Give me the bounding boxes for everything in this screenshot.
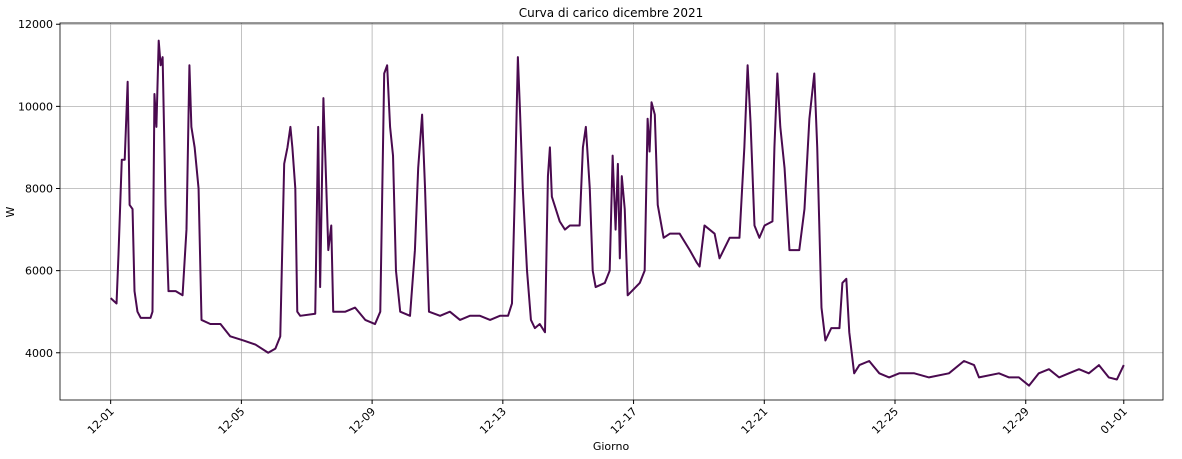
x-tick-label: 12-25 [869,405,901,437]
x-tick-label: 12-21 [739,405,771,437]
x-tick-label: 12-01 [85,405,117,437]
y-tick-label: 8000 [25,183,53,196]
x-tick-label: 01-01 [1098,405,1130,437]
series-line [109,39,1125,387]
y-axis-label: W [4,206,17,217]
y-tick-label: 4000 [25,347,53,360]
plot-frame [59,22,1164,401]
y-tick-label: 10000 [18,100,53,113]
x-tick-label: 12-29 [1000,405,1032,437]
x-tick-label: 12-13 [477,405,509,437]
x-tick-label: 12-17 [608,405,640,437]
x-tick-label: 12-09 [346,405,378,437]
y-tick-label: 6000 [25,265,53,278]
chart-title: Curva di carico dicembre 2021 [519,6,704,20]
x-axis-label: Giorno [593,440,630,453]
y-tick-label: 12000 [18,18,53,31]
x-tick-label: 12-05 [216,405,248,437]
